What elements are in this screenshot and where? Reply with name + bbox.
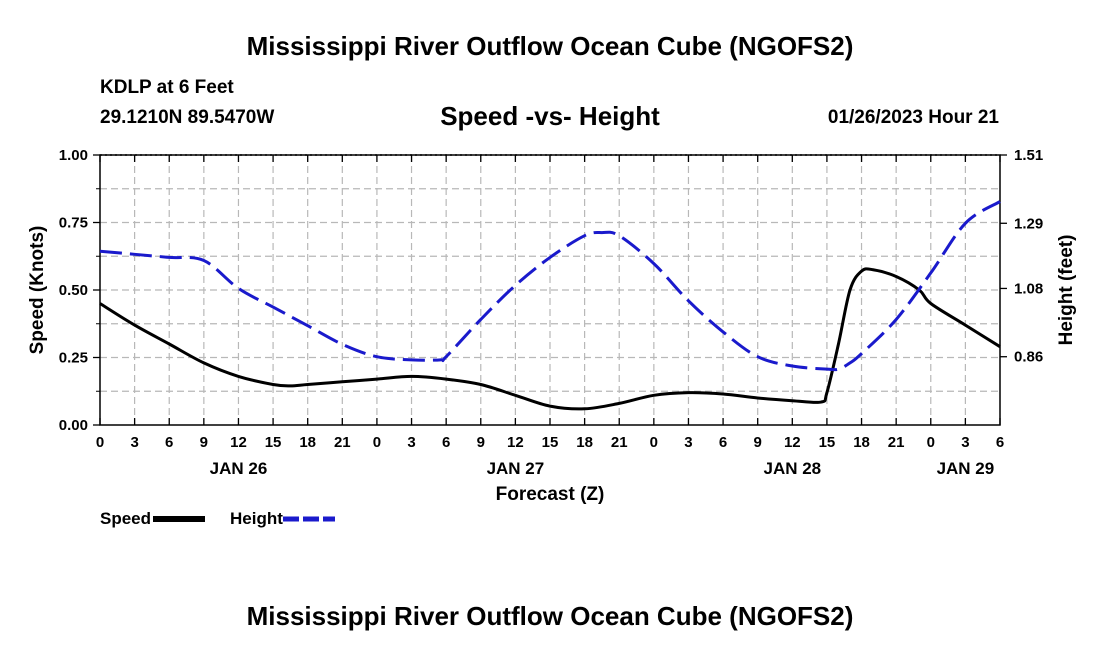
repeated-chart-title: Mississippi River Outflow Ocean Cube (NG… — [246, 601, 854, 631]
y-tick-label: 0.75 — [59, 215, 88, 232]
x-tick-label: 3 — [130, 434, 138, 451]
forecast-datetime: 01/26/2023 Hour 21 — [827, 107, 999, 128]
x-tick-label: 0 — [927, 434, 935, 451]
x-tick-label: 15 — [819, 434, 836, 451]
x-tick-label: 21 — [888, 434, 905, 451]
series-layer — [99, 200, 1001, 411]
legend-speed-label: Speed — [100, 509, 152, 528]
legend-height-label: Height — [230, 509, 283, 528]
y2-tick-label: 1.08 — [1014, 280, 1043, 297]
legend-item-height: Height — [230, 509, 335, 529]
grid-layer — [100, 154, 1000, 425]
x-tick-label: 6 — [442, 434, 450, 451]
station-coordinates: 29.1210N 89.5470W — [100, 107, 275, 128]
x-tick-label: 3 — [961, 434, 969, 451]
x-tick-label: 9 — [200, 434, 208, 451]
x-tick-label: 18 — [853, 434, 870, 451]
x-tick-label: 12 — [230, 434, 247, 451]
legend-height-swatch — [282, 516, 335, 522]
y-tick-label: 0.50 — [59, 282, 88, 299]
y-axis-label: Speed (Knots) — [27, 226, 48, 355]
y2-axis-label: Height (feet) — [1056, 235, 1077, 346]
height-series-line — [99, 200, 1001, 372]
y-tick-label: 0.25 — [59, 350, 88, 367]
x-tick-label: 0 — [650, 434, 658, 451]
y2-tick-label: 1.29 — [1014, 215, 1043, 232]
x-tick-label: 9 — [754, 434, 762, 451]
speed-series-line — [99, 267, 1001, 411]
x-tick-label: 6 — [719, 434, 727, 451]
x-tick-label: 3 — [407, 434, 415, 451]
legend-item-speed: Speed — [100, 509, 206, 529]
x-tick-label: 21 — [334, 434, 351, 451]
date-label: JAN 27 — [487, 459, 545, 478]
x-tick-label: 6 — [165, 434, 173, 451]
x-tick-label: 18 — [299, 434, 316, 451]
x-tick-label: 18 — [576, 434, 593, 451]
axis-layer: 0 3 6 9 12 15 18 21 0 3 6 9 12 15 18 21 0 3 6 9 12 15 18 21 0 3 6 0… — [59, 147, 1043, 478]
date-label: JAN 28 — [763, 459, 821, 478]
date-label: JAN 26 — [210, 459, 268, 478]
x-tick-label: 6 — [996, 434, 1004, 451]
y2-tick-label: 1.51 — [1014, 147, 1043, 164]
x-tick-label: 3 — [684, 434, 692, 451]
x-tick-label: 0 — [96, 434, 104, 451]
x-tick-label: 15 — [265, 434, 282, 451]
x-tick-label: 15 — [542, 434, 559, 451]
x-tick-label: 9 — [477, 434, 485, 451]
chart-subtitle: Speed -vs- Height — [440, 101, 660, 131]
y-tick-label: 0.00 — [59, 417, 88, 434]
date-label: JAN 29 — [937, 459, 995, 478]
legend-speed-swatch — [153, 516, 206, 522]
y2-tick-label: 0.86 — [1014, 349, 1043, 366]
y-tick-label: 1.00 — [59, 147, 88, 164]
station-label: KDLP at 6 Feet — [100, 77, 234, 98]
x-axis-label: Forecast (Z) — [496, 484, 605, 505]
x-tick-label: 12 — [784, 434, 801, 451]
x-tick-label: 21 — [611, 434, 628, 451]
x-tick-label: 0 — [373, 434, 381, 451]
x-tick-label: 12 — [507, 434, 524, 451]
chart-title: Mississippi River Outflow Ocean Cube (NG… — [246, 31, 854, 61]
